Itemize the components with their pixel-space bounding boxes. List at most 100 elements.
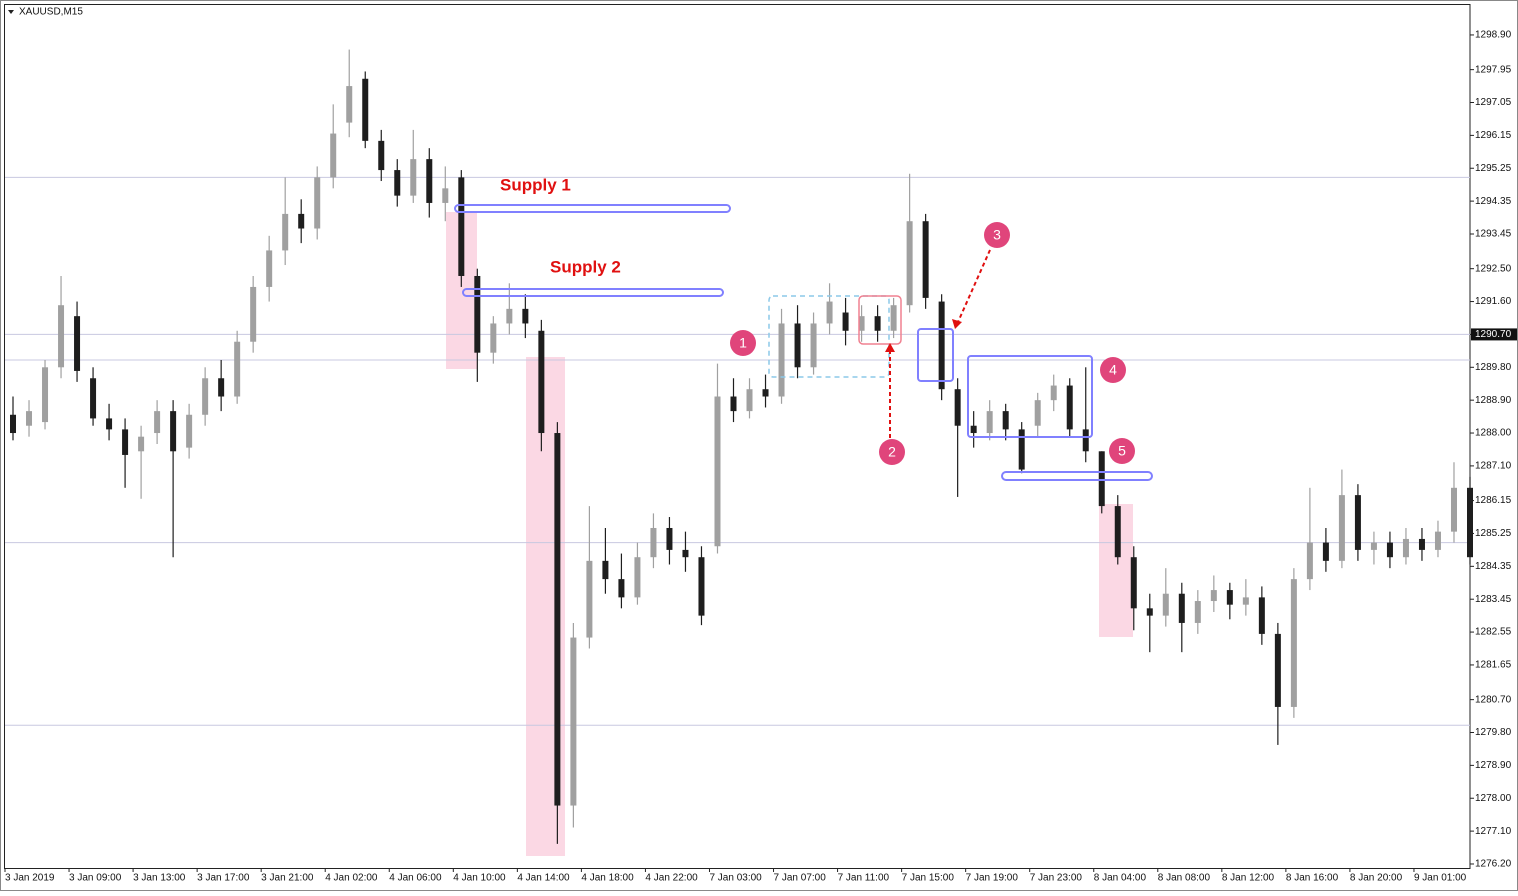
candle-body (250, 286, 257, 342)
candle-body (90, 378, 97, 419)
candle-body (538, 330, 545, 434)
x-tick-label: 3 Jan 09:00 (69, 873, 122, 884)
candle-body (1338, 495, 1345, 561)
candle-body (122, 429, 129, 455)
marker (730, 330, 756, 356)
candle-body (1130, 557, 1137, 609)
markers: 1 2 3 4 5 (730, 222, 1135, 465)
candle-body (1274, 633, 1281, 707)
candle-body (1418, 538, 1425, 550)
candle-body (1258, 597, 1265, 634)
x-tick-label: 3 Jan 13:00 (133, 873, 186, 884)
candle-body (1322, 542, 1329, 561)
candle-body (186, 414, 193, 448)
candle-body (1370, 542, 1377, 550)
candle-body (826, 301, 833, 324)
x-tick-label: 7 Jan 15:00 (902, 873, 955, 884)
y-tick-label: 1276.20 (1475, 859, 1512, 870)
y-tick-label: 1297.95 (1475, 64, 1512, 75)
x-tick-label: 3 Jan 17:00 (197, 873, 250, 884)
candle-body (1114, 506, 1121, 558)
candle-body (1386, 542, 1393, 558)
x-tick-label: 8 Jan 20:00 (1350, 873, 1403, 884)
x-tick-label: 4 Jan 02:00 (325, 873, 378, 884)
candle-body (474, 275, 481, 353)
candle-body (938, 301, 945, 390)
candle-body (1306, 542, 1313, 580)
candle-body (330, 133, 337, 178)
x-tick-label: 9 Jan 01:00 (1414, 873, 1467, 884)
candle-body (362, 78, 369, 141)
candle-body (1467, 487, 1473, 558)
y-tick-label: 1297.05 (1475, 97, 1512, 108)
y-tick-label: 1286.15 (1475, 495, 1512, 506)
menu-arrow[interactable] (8, 10, 14, 14)
candle-body (762, 389, 769, 397)
x-tick-label: 8 Jan 04:00 (1094, 873, 1147, 884)
x-tick-label: 3 Jan 2019 (5, 873, 55, 884)
y-tick-label: 1285.25 (1475, 528, 1512, 539)
annotation: Supply 2 (550, 257, 621, 276)
candle-body (602, 560, 609, 580)
candle-body (922, 221, 929, 298)
candle-body (778, 323, 785, 397)
range-box (917, 328, 954, 382)
y-tick-label: 1298.90 (1475, 30, 1512, 41)
marker (984, 222, 1010, 248)
candle-body (954, 389, 961, 426)
candle-body (1242, 597, 1249, 605)
candle-body (74, 316, 81, 371)
candle-body (522, 308, 529, 324)
y-tick-label: 1296.15 (1475, 130, 1512, 141)
candle-body (1098, 451, 1105, 507)
candle-body (218, 378, 225, 397)
drawings (454, 204, 1153, 481)
candle-body (410, 159, 417, 196)
current-price-box (1471, 328, 1517, 341)
plot-area (4, 4, 1471, 869)
marker (879, 439, 905, 465)
candle-body (346, 86, 353, 123)
candle-body (1034, 400, 1041, 426)
candle-body (634, 557, 641, 598)
range-box (858, 295, 902, 345)
y-tick-label: 1289.80 (1475, 362, 1512, 373)
marker (1100, 357, 1126, 383)
candle-body (314, 177, 321, 229)
candle-body (570, 637, 577, 806)
y-tick-label: 1292.50 (1475, 263, 1512, 274)
arrow (957, 249, 991, 323)
marker (1109, 438, 1135, 464)
candle-body (698, 557, 705, 616)
x-tick-label: 4 Jan 06:00 (389, 873, 442, 884)
candle-body (1402, 538, 1409, 558)
x-tick-label: 8 Jan 12:00 (1222, 873, 1275, 884)
y-tick-label: 1295.25 (1475, 163, 1512, 174)
candle-body (506, 308, 513, 324)
y-tick-label: 1291.60 (1475, 296, 1512, 307)
candle-body (426, 159, 433, 203)
candle-body (650, 527, 657, 558)
candle-body (1434, 531, 1441, 550)
x-tick-label: 4 Jan 18:00 (581, 873, 634, 884)
x-tick-label: 7 Jan 19:00 (966, 873, 1019, 884)
y-tick-label: 1294.35 (1475, 196, 1512, 207)
x-tick-label: 7 Jan 07:00 (774, 873, 827, 884)
annotation: Supply 1 (500, 175, 571, 194)
x-tick-label: 8 Jan 08:00 (1158, 873, 1211, 884)
y-tick-label: 1283.45 (1475, 594, 1512, 605)
y-tick-label: 1278.00 (1475, 793, 1512, 804)
candle-body (1290, 579, 1297, 707)
candle-body (554, 433, 561, 806)
candle-body (266, 250, 273, 287)
candle-body (202, 378, 209, 415)
y-tick-label: 1287.10 (1475, 461, 1512, 472)
x-tick-label: 7 Jan 23:00 (1030, 873, 1083, 884)
marker-label: 3 (993, 227, 1001, 243)
y-tick-label: 1282.55 (1475, 627, 1512, 638)
arrow-head (952, 319, 962, 329)
candle-body (378, 140, 385, 171)
candle-body (138, 436, 145, 452)
